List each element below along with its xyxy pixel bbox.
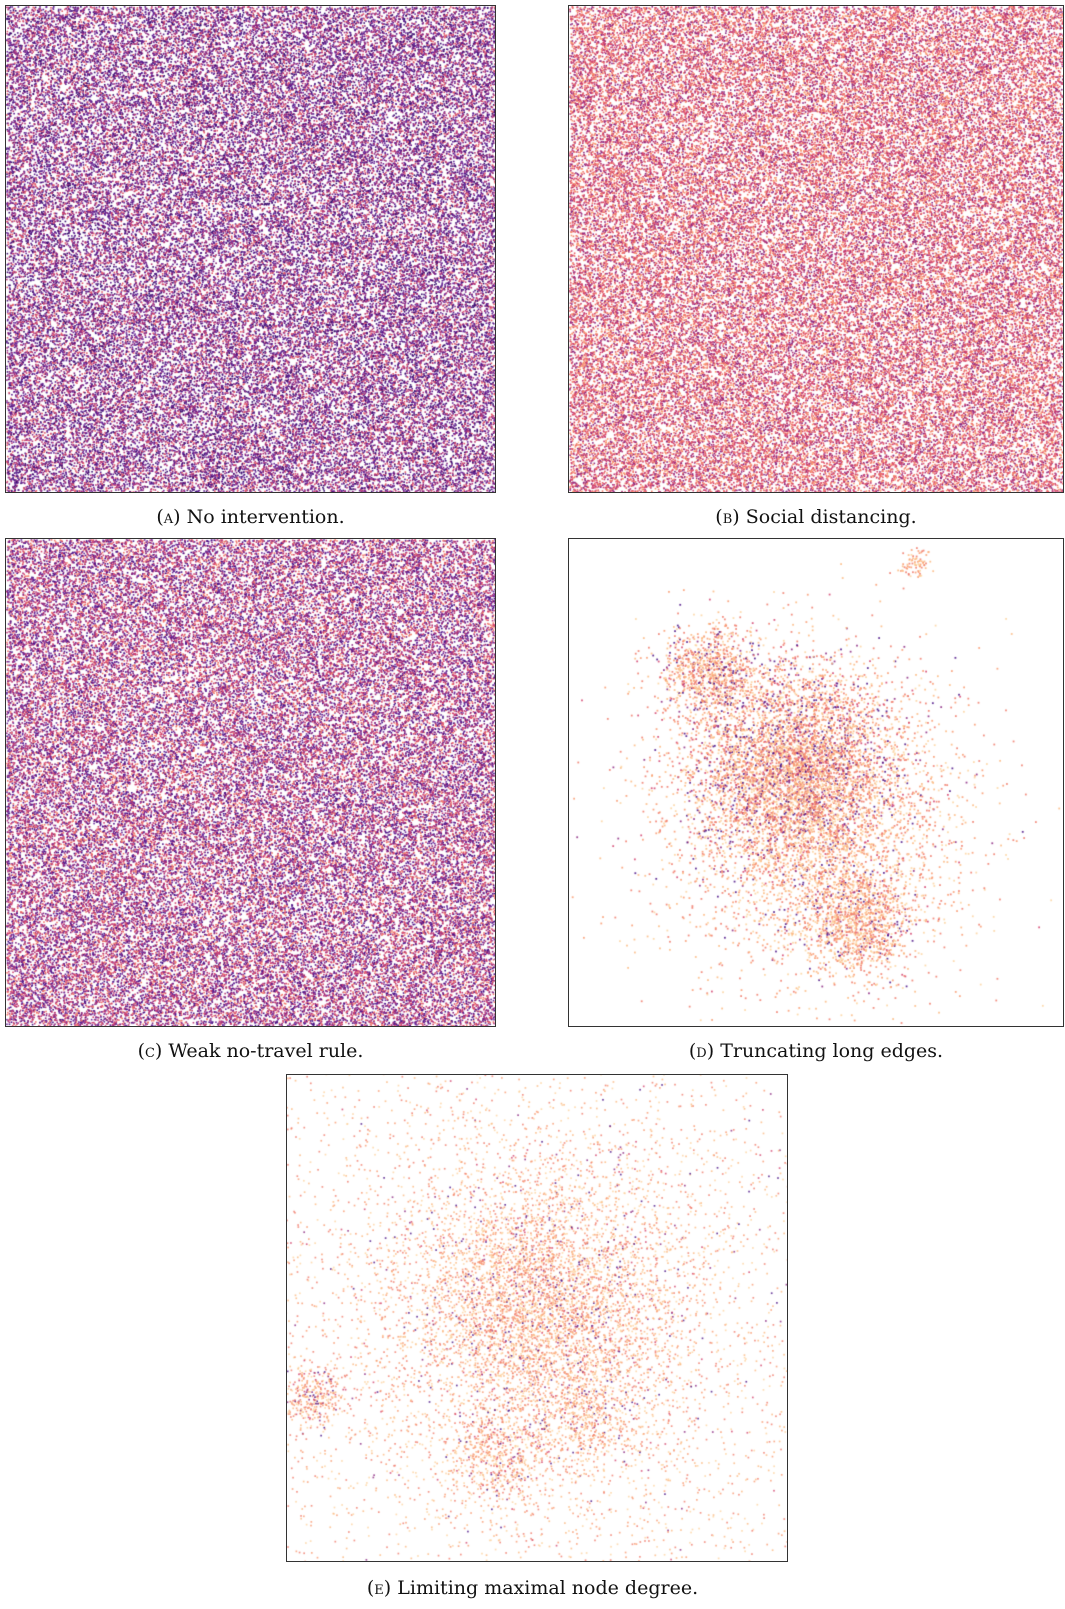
- caption-text: Limiting maximal node degree.: [397, 1577, 699, 1599]
- scatter-canvas-b: [569, 6, 1063, 492]
- caption-d: (d) Truncating long edges.: [568, 1040, 1064, 1062]
- scatter-canvas-c: [6, 539, 495, 1026]
- scatter-canvas-d: [569, 539, 1063, 1026]
- caption-text: Truncating long edges.: [720, 1040, 944, 1062]
- scatter-canvas-a: [6, 6, 495, 492]
- caption-e: (e) Limiting maximal node degree.: [0, 1577, 1065, 1599]
- plot-no-intervention: [5, 5, 496, 493]
- plot-truncating-long-edges: [568, 538, 1064, 1027]
- scatter-canvas-e: [287, 1075, 787, 1561]
- plot-social-distancing: [568, 5, 1064, 493]
- caption-text: No intervention.: [186, 506, 345, 528]
- caption-c: (c) Weak no-travel rule.: [5, 1040, 496, 1062]
- caption-tag: (a): [156, 506, 181, 528]
- caption-tag: (b): [715, 506, 740, 528]
- caption-a: (a) No intervention.: [5, 506, 496, 528]
- caption-text: Weak no-travel rule.: [168, 1040, 364, 1062]
- plot-limiting-node-degree: [286, 1074, 788, 1562]
- plot-weak-no-travel: [5, 538, 496, 1027]
- caption-b: (b) Social distancing.: [568, 506, 1064, 528]
- caption-text: Social distancing.: [745, 506, 917, 528]
- caption-tag: (d): [688, 1040, 715, 1062]
- caption-tag: (c): [137, 1040, 163, 1062]
- caption-tag: (e): [366, 1577, 392, 1599]
